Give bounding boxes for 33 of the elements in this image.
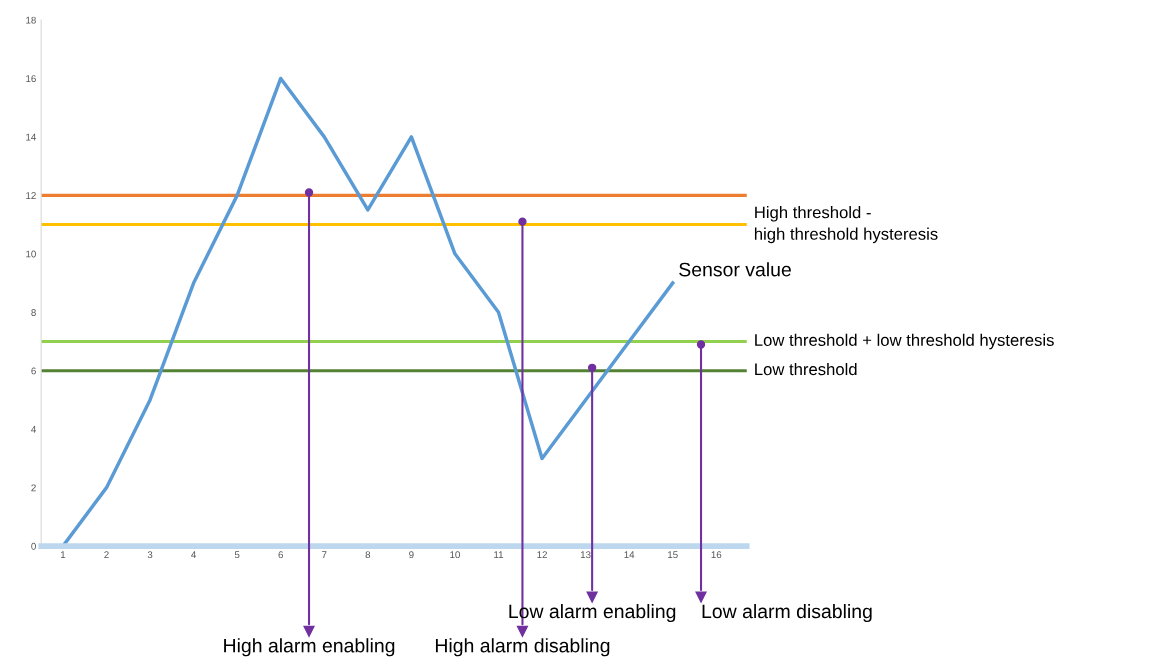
y-tick-label: 14 (26, 133, 37, 141)
x-tick-label: 14 (624, 551, 635, 559)
x-tick-label: 12 (537, 551, 547, 559)
x-tick-label: 2 (104, 551, 109, 559)
x-tick-label: 16 (711, 551, 722, 559)
x-tick-label: 1 (60, 551, 66, 559)
x-tick-label: 15 (668, 551, 678, 559)
annotation: High alarm disabling (435, 638, 610, 657)
y-tick-label: 0 (31, 542, 36, 550)
y-tick-label: 16 (26, 75, 36, 83)
x-tick-label: 9 (409, 551, 414, 559)
y-tick-label: 2 (31, 484, 36, 492)
ref-line-label: High threshold - high threshold hysteresis (754, 206, 938, 244)
x-tick-label: 5 (234, 551, 240, 559)
x-tick-label: 10 (450, 551, 460, 559)
y-tick-label: 6 (31, 367, 36, 375)
series-label: Sensor value (679, 262, 791, 277)
x-tick-label: 4 (191, 551, 197, 559)
y-tick-label: 12 (26, 192, 36, 199)
y-tick-label: 8 (31, 309, 36, 316)
annotation: High alarm enabling (224, 638, 395, 657)
x-tick-label: 3 (147, 551, 153, 559)
x-tick-label: 13 (580, 551, 591, 559)
ref-line-label: Low threshold (755, 362, 857, 376)
x-tick-label: 8 (365, 551, 371, 559)
x-tick-label: 6 (278, 551, 283, 559)
y-tick-label: 18 (26, 16, 36, 24)
x-tick-label: 11 (494, 551, 504, 559)
x-tick-label: 7 (322, 551, 327, 559)
y-tick-label: 4 (31, 426, 37, 433)
y-tick-label: 10 (26, 250, 36, 258)
annotation: Low alarm disabling (702, 604, 872, 623)
ref-line-label: Low threshold + low threshold hysteresis (755, 333, 1054, 350)
